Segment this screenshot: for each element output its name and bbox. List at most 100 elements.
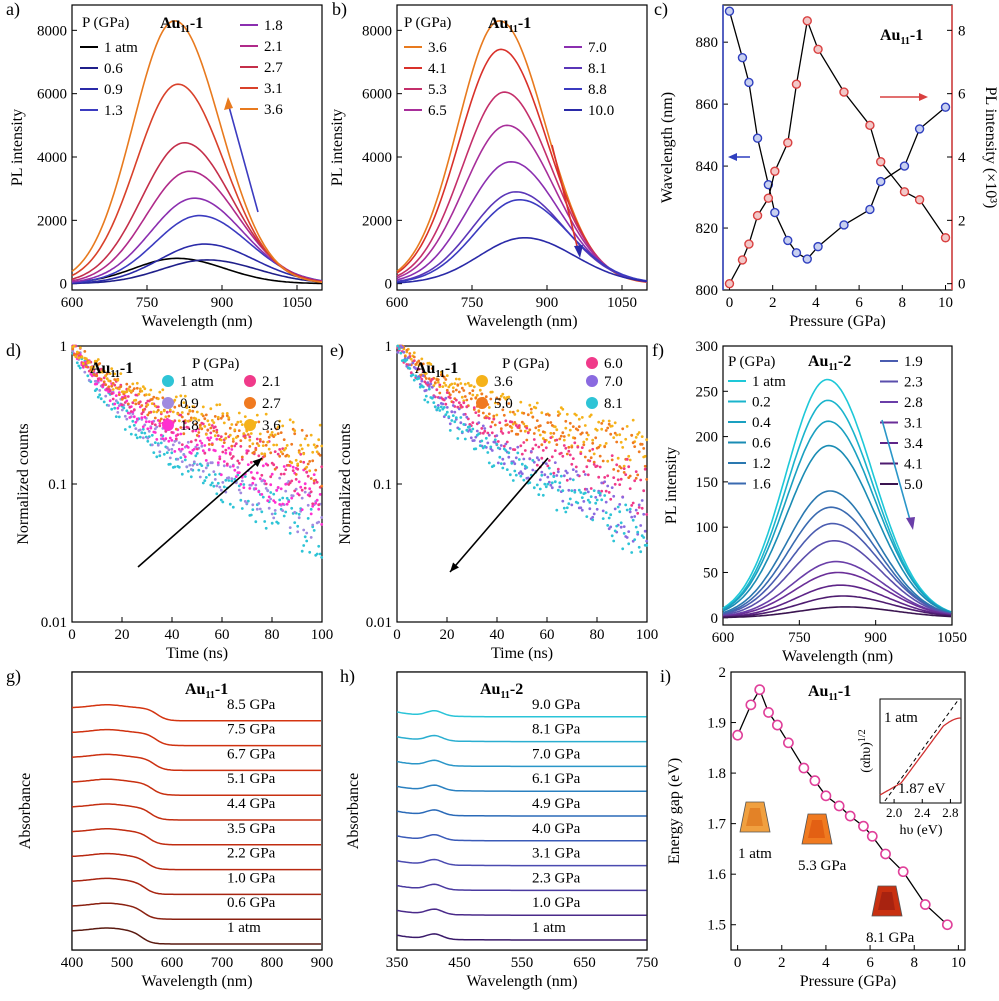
data-point — [613, 482, 617, 486]
x-tick-label: 750 — [461, 295, 484, 311]
data-point — [604, 511, 608, 514]
legend-label: 3.6 — [262, 418, 281, 434]
data-point — [601, 459, 605, 463]
title-suffix: -1 — [838, 683, 851, 700]
inset-y-label-sup: 1/2 — [857, 729, 868, 742]
data-point — [126, 411, 130, 415]
data-point — [456, 437, 460, 440]
data-point — [412, 351, 416, 355]
data-point — [636, 530, 640, 534]
data-point — [189, 475, 193, 479]
data-point — [463, 382, 467, 386]
data-point — [573, 436, 577, 440]
series-line — [722, 522, 952, 615]
title-main: Au — [160, 15, 181, 32]
data-point — [297, 451, 301, 454]
wavelength-point — [752, 133, 763, 143]
data-point — [453, 410, 457, 414]
data-point — [77, 356, 81, 360]
data-point — [200, 441, 204, 445]
data-point — [421, 374, 425, 378]
data-point — [212, 421, 216, 424]
data-point — [463, 395, 467, 398]
data-point — [567, 449, 571, 453]
energy-point — [754, 684, 766, 696]
data-point — [520, 420, 524, 424]
data-point — [207, 443, 211, 446]
data-point — [104, 383, 108, 386]
series-line — [722, 444, 952, 614]
data-point — [564, 419, 568, 423]
data-point — [487, 412, 491, 416]
data-point — [583, 424, 587, 427]
data-point — [177, 447, 181, 451]
data-point — [525, 426, 529, 430]
data-point — [288, 418, 292, 422]
x-tick-label: 80 — [265, 627, 280, 643]
data-point — [74, 355, 78, 359]
data-point — [625, 536, 629, 539]
data-point — [282, 472, 286, 476]
data-point — [234, 475, 238, 478]
plot-frame — [722, 4, 953, 291]
legend-title: P (GPa) — [502, 356, 549, 372]
data-point — [96, 377, 100, 381]
data-point — [287, 454, 291, 458]
data-point — [639, 550, 643, 554]
data-point — [469, 430, 473, 433]
data-point — [269, 433, 273, 437]
data-point — [141, 427, 145, 431]
data-point — [645, 543, 649, 547]
data-point — [618, 503, 622, 506]
data-point — [95, 374, 99, 378]
data-point — [195, 434, 199, 437]
x-tick-label: 1050 — [282, 295, 312, 311]
data-point — [562, 474, 566, 478]
y-tick-label: 4000 — [362, 150, 392, 166]
data-point — [526, 476, 530, 480]
data-point — [597, 445, 601, 449]
data-point — [128, 416, 132, 419]
data-point — [87, 360, 91, 364]
data-point — [278, 476, 282, 480]
x-tick-label: 40 — [490, 627, 505, 643]
data-point — [189, 416, 193, 420]
data-point — [639, 524, 643, 527]
y-tick-label: 1.8 — [707, 766, 726, 782]
data-point — [421, 369, 425, 373]
data-point — [198, 439, 202, 443]
data-point — [194, 454, 198, 458]
data-point — [472, 406, 476, 410]
data-point — [284, 489, 288, 493]
data-point — [314, 468, 318, 472]
data-point — [496, 401, 500, 405]
data-point — [565, 452, 569, 456]
data-point — [606, 484, 610, 488]
data-point — [254, 520, 258, 524]
data-point — [436, 378, 440, 381]
data-point — [445, 391, 449, 394]
data-point — [595, 498, 599, 502]
inset-x-tick-label: 2.0 — [886, 805, 902, 820]
x-tick-label: 60 — [215, 627, 230, 643]
data-point — [457, 401, 461, 404]
data-point — [179, 426, 183, 429]
data-point — [227, 446, 231, 450]
data-point — [495, 434, 499, 437]
title-main: Au — [480, 681, 501, 698]
data-point — [589, 487, 593, 490]
data-point — [99, 377, 103, 381]
data-point — [230, 457, 234, 460]
data-point — [204, 413, 208, 417]
data-point — [99, 397, 103, 401]
data-point — [306, 517, 310, 520]
legend-label: 2.1 — [262, 374, 281, 390]
x-tick-label: 10 — [951, 955, 966, 971]
data-point — [408, 352, 412, 355]
data-point — [267, 506, 271, 510]
data-point — [266, 489, 270, 493]
trend-arrow-head — [252, 458, 262, 468]
data-point — [75, 350, 79, 354]
data-point — [616, 505, 620, 509]
data-point — [448, 393, 452, 397]
